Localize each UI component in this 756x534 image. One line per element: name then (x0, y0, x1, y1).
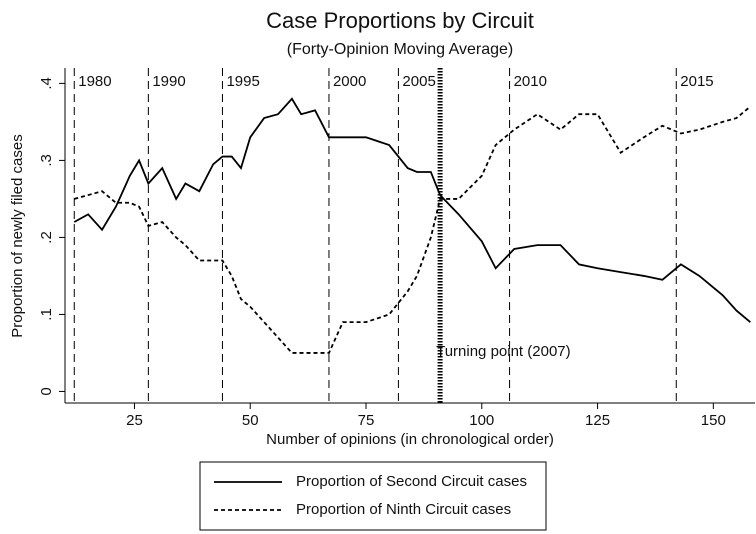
era-label: 2010 (514, 73, 547, 90)
y-axis-label: Proportion of newly filed cases (9, 134, 26, 337)
turning-point-label: Turning point (2007) (436, 343, 571, 360)
legend-box (199, 461, 547, 531)
era-label: 2000 (333, 73, 366, 90)
era-label: 1995 (226, 73, 259, 90)
x-tick-label: 25 (126, 412, 143, 429)
series-line (74, 105, 751, 354)
legend-label: Proportion of Second Circuit cases (296, 473, 527, 490)
x-tick-label: 50 (242, 412, 259, 429)
era-label: 1990 (152, 73, 185, 90)
era-label: 2015 (680, 73, 713, 90)
y-tick-label: .3 (38, 154, 55, 167)
x-tick-label: 100 (469, 412, 494, 429)
x-tick-label: 75 (358, 412, 375, 429)
y-tick-label: .2 (38, 231, 55, 244)
era-label: 1980 (78, 73, 111, 90)
era-label: 2005 (402, 73, 435, 90)
legend-label: Proportion of Ninth Circuit cases (296, 501, 511, 518)
y-tick-label: 0 (38, 387, 55, 395)
chart-title: Case Proportions by Circuit (266, 8, 534, 33)
x-tick-label: 150 (701, 412, 726, 429)
series-line (73, 97, 751, 323)
y-tick-label: .4 (38, 77, 55, 90)
y-tick-label: .1 (38, 308, 55, 321)
x-axis-label: Number of opinions (in chronological ord… (266, 431, 554, 448)
x-tick-label: 125 (585, 412, 610, 429)
chart-subtitle: (Forty-Opinion Moving Average) (287, 41, 513, 58)
